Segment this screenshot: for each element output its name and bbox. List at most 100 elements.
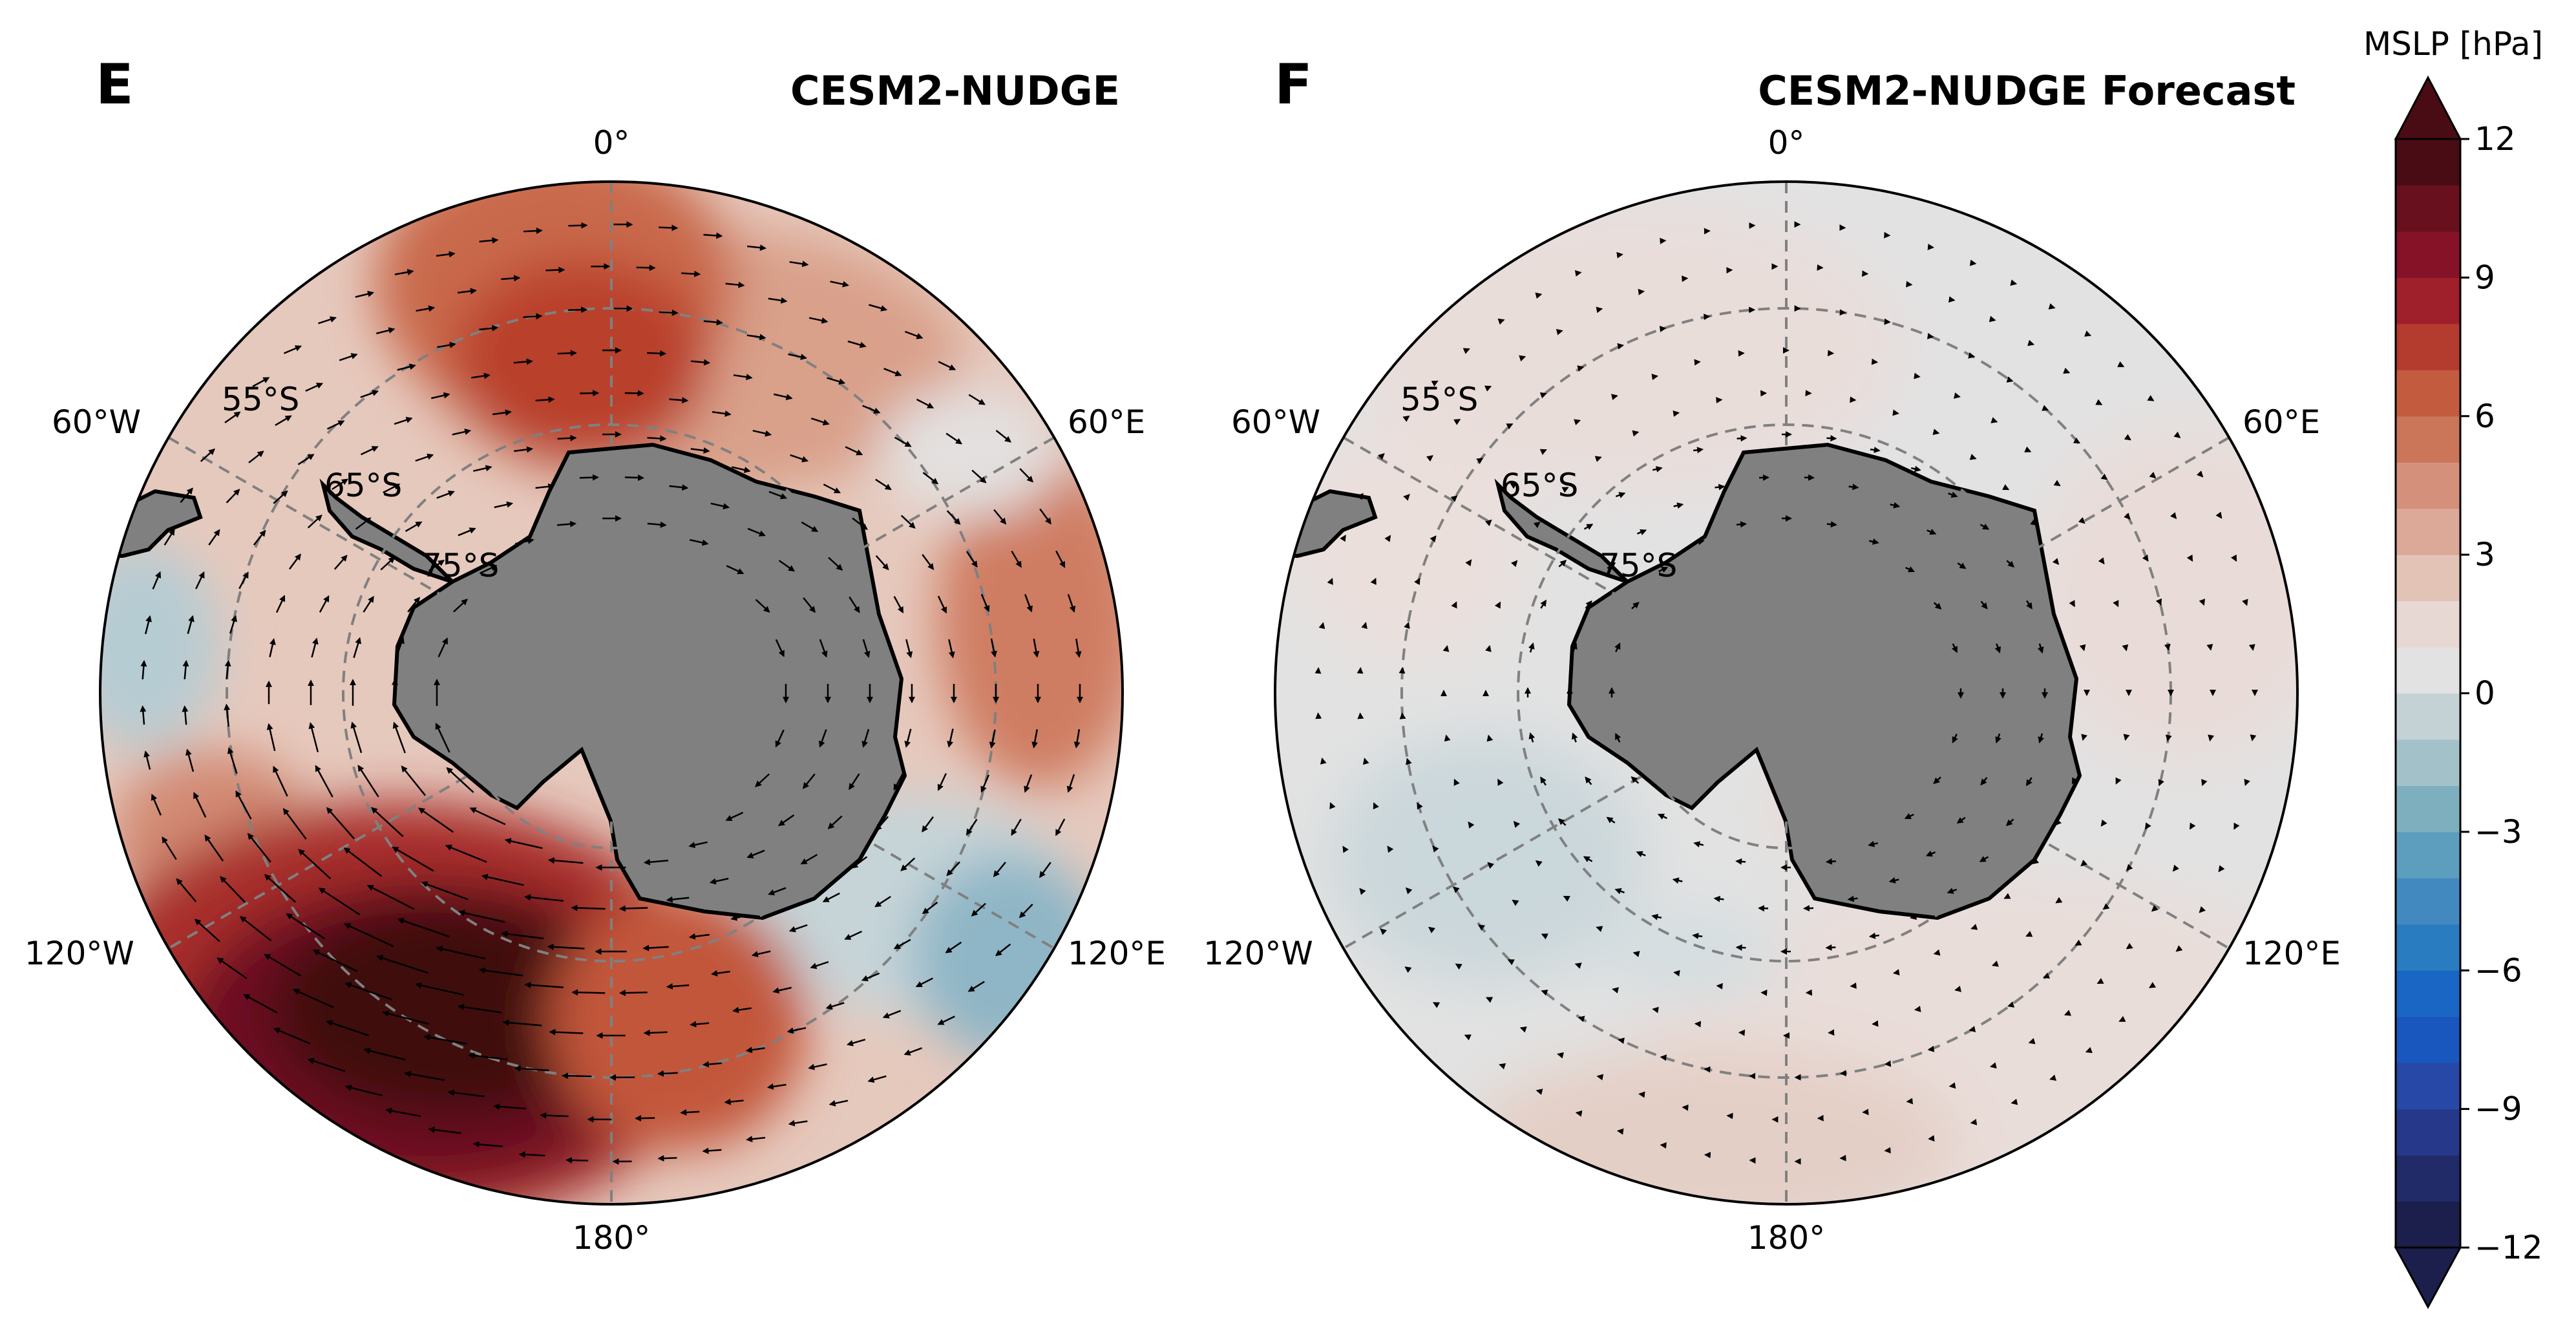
wind-vector	[1451, 601, 1457, 609]
colorbar-segment	[2396, 1016, 2460, 1063]
wind-vector	[2124, 513, 2131, 520]
wind-vector	[2186, 554, 2193, 562]
wind-vector	[224, 659, 231, 679]
wind-vector	[1571, 642, 1578, 653]
wind-vector	[990, 638, 997, 658]
wind-vector	[1055, 818, 1066, 836]
wind-vector	[1399, 666, 1406, 674]
wind-vector	[1432, 845, 1439, 853]
wind-vector	[580, 390, 600, 397]
wind-vector	[1477, 924, 1486, 931]
wind-vectors-e	[140, 221, 1083, 1165]
wind-vector	[905, 639, 913, 659]
wind-vector	[624, 390, 644, 397]
wind-vector	[1596, 1074, 1604, 1081]
wind-vector	[690, 538, 709, 546]
colorbar-ticks: 12 9 6 3 0 −3 −6 −9 −12	[2460, 120, 2543, 1266]
wind-vector	[1951, 643, 1958, 654]
wind-vector	[755, 599, 770, 613]
wind-vector	[688, 841, 708, 849]
wind-vector	[1736, 521, 1747, 528]
wind-vector	[1990, 417, 1998, 423]
wind-vector	[297, 454, 315, 465]
wind-vector	[2196, 470, 2204, 478]
wind-vector	[1384, 535, 1391, 542]
wind-vector	[502, 1019, 542, 1026]
wind-vector	[1826, 521, 1837, 528]
wind-vector	[1927, 1045, 1935, 1052]
wind-vector	[1994, 643, 2001, 654]
wind-vector	[224, 703, 231, 727]
wind-vector	[226, 489, 240, 504]
wind-vector	[900, 515, 916, 529]
wind-vector	[1357, 493, 1364, 500]
wind-vector	[825, 1002, 845, 1010]
wind-vector	[1969, 1026, 1976, 1032]
wind-vector	[473, 465, 492, 472]
colorbar-extend-min	[2394, 1246, 2462, 1310]
wind-vector	[1693, 447, 1704, 454]
wind-vector	[2102, 903, 2110, 910]
wind-vector	[1682, 1104, 1689, 1111]
wind-vector	[417, 807, 454, 833]
wind-vector	[2078, 516, 2085, 524]
colorbar-segment	[2396, 277, 2460, 324]
wind-vector	[344, 982, 393, 1001]
wind-vector	[472, 1141, 503, 1148]
wind-vector	[1638, 1091, 1645, 1098]
colorbar-tick-label: 9	[2475, 259, 2495, 296]
wind-vector	[557, 434, 577, 441]
wind-vector	[535, 396, 555, 403]
wind-vector	[1583, 524, 1594, 530]
wind-vector	[339, 353, 358, 361]
lat-label-55s: 55°S	[222, 381, 299, 418]
wind-vector	[1426, 455, 1433, 462]
wind-vector	[1342, 845, 1349, 853]
wind-vector	[2206, 644, 2213, 651]
anomaly-field-f	[1275, 182, 2297, 1204]
wind-vector	[1484, 519, 1492, 527]
wind-vector	[2113, 600, 2119, 608]
wind-vector	[2026, 600, 2032, 610]
wind-vector	[2024, 446, 2032, 452]
wind-vector	[1450, 495, 1458, 502]
wind-vector	[1803, 905, 1814, 912]
wind-vector	[1067, 593, 1076, 613]
wind-vector	[922, 472, 939, 485]
wind-vector	[504, 838, 543, 849]
wind-vector	[1033, 638, 1040, 658]
wind-vector	[243, 994, 278, 1014]
wind-vector	[1652, 465, 1663, 473]
wind-vector	[2079, 644, 2086, 652]
wind-vector	[1631, 601, 1640, 610]
wind-vector	[144, 615, 152, 635]
colorbar-segment	[2396, 1063, 2460, 1110]
wind-vector	[458, 288, 477, 295]
colorbar-segment	[2396, 601, 2460, 648]
wind-vector	[436, 251, 456, 258]
wind-vector	[1464, 1034, 1472, 1041]
wind-vector	[993, 862, 1006, 878]
wind-vector	[732, 1006, 752, 1014]
wind-vector	[1575, 1110, 1583, 1117]
wind-vector	[208, 529, 220, 546]
wind-vector	[993, 509, 1007, 525]
wind-vector	[733, 374, 753, 381]
wind-vector	[182, 705, 189, 725]
wind-vector	[1693, 841, 1704, 847]
wind-vector	[947, 728, 954, 748]
wind-vector	[618, 905, 648, 912]
wind-vector	[666, 983, 690, 990]
wind-vector	[305, 383, 324, 392]
wind-vector	[220, 876, 246, 903]
lat-label-75s-f: 75°S	[1599, 547, 1677, 584]
wind-vector	[861, 972, 880, 981]
wind-vector	[193, 792, 207, 818]
wind-vector	[238, 571, 249, 590]
wind-vector	[725, 281, 745, 288]
wind-vector	[288, 553, 301, 570]
wind-vector	[353, 637, 362, 658]
wind-vector	[363, 1047, 406, 1061]
wind-vector	[253, 529, 266, 546]
wind-vector	[366, 884, 415, 910]
